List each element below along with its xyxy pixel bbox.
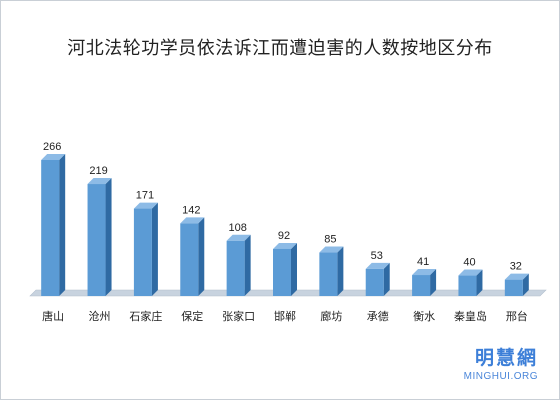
bar-石家庄 <box>133 202 158 296</box>
value-labels-group: 266 219 171 142 108 92 85 53 41 40 32 <box>43 141 522 273</box>
bar-邯郸 <box>273 242 297 296</box>
bar-front-face <box>504 279 523 296</box>
bar-top-face <box>226 234 251 241</box>
value-label: 85 <box>324 234 336 246</box>
category-label: 邢台 <box>506 309 528 323</box>
bar-front-face <box>133 208 152 296</box>
bar-front-face <box>458 275 477 296</box>
value-label: 219 <box>89 165 107 177</box>
bar-top-face <box>273 242 297 249</box>
bar-front-face <box>41 160 60 296</box>
value-label: 32 <box>510 261 522 273</box>
bar-side-face <box>198 217 205 296</box>
bar-side-face <box>59 154 66 296</box>
bar-side-face <box>476 269 483 296</box>
value-label: 266 <box>43 141 61 153</box>
bar-唐山 <box>41 154 66 296</box>
bar-承德 <box>365 262 390 296</box>
bar-top-face <box>133 202 158 209</box>
bar-廊坊 <box>319 246 344 296</box>
bar-front-face <box>180 223 199 296</box>
category-label: 张家口 <box>222 309 255 323</box>
bar-front-face <box>87 184 106 296</box>
bar-沧州 <box>87 178 112 296</box>
bar-side-face <box>522 273 529 296</box>
bar-top-face <box>41 154 66 160</box>
watermark-chinese: 明慧網 <box>474 347 538 369</box>
value-label: 53 <box>371 250 383 262</box>
bar-side-face <box>151 202 158 296</box>
category-label: 保定 <box>181 309 203 323</box>
value-label: 40 <box>463 257 475 269</box>
value-label: 171 <box>136 190 154 202</box>
category-label: 秦皇岛 <box>454 309 487 323</box>
value-label: 142 <box>182 204 200 216</box>
category-label: 唐山 <box>42 309 64 323</box>
bar-衡水 <box>412 269 437 296</box>
bar-side-face <box>291 242 297 296</box>
chart-title: 河北法轮功学员依法诉江而遭迫害的人数按地区分布 <box>67 38 493 59</box>
category-label: 邯郸 <box>274 309 296 323</box>
bar-front-face <box>365 268 384 296</box>
bar-front-face <box>273 248 291 296</box>
bar-top-face <box>458 269 483 276</box>
bar-张家口 <box>226 234 251 296</box>
value-label: 92 <box>278 230 290 242</box>
bar-front-face <box>226 240 245 296</box>
bar-side-face <box>383 262 390 296</box>
bar-top-face <box>504 273 529 280</box>
value-label: 108 <box>228 222 246 234</box>
bar-front-face <box>412 275 431 296</box>
bar-邢台 <box>504 273 529 296</box>
bar-top-face <box>319 246 344 253</box>
bar-top-face <box>180 217 205 224</box>
value-label: 41 <box>417 256 429 268</box>
category-label: 衡水 <box>413 310 435 323</box>
bar-秦皇岛 <box>458 269 483 296</box>
bar-side-face <box>105 178 112 296</box>
bar-side-face <box>430 269 437 296</box>
watermark-english: MINGHUI.ORG <box>463 371 538 382</box>
category-labels-group: 唐山 沧州 石家庄 保定 张家口 邯郸 廊坊 承德 衡水 秦皇岛 邢台 <box>42 309 528 323</box>
bar-保定 <box>180 217 205 296</box>
bars-group <box>41 154 529 296</box>
bar-side-face <box>244 234 251 296</box>
bar-top-face <box>365 262 390 269</box>
minghui-watermark: 明慧網 MINGHUI.ORG <box>464 343 538 382</box>
bar-top-face <box>412 269 437 276</box>
category-label: 承德 <box>367 309 389 323</box>
bar-side-face <box>337 246 344 296</box>
category-label: 廊坊 <box>320 309 342 323</box>
bar-top-face <box>87 178 112 185</box>
category-label: 沧州 <box>89 309 111 323</box>
category-label: 石家庄 <box>129 309 162 323</box>
bar-front-face <box>319 252 338 296</box>
